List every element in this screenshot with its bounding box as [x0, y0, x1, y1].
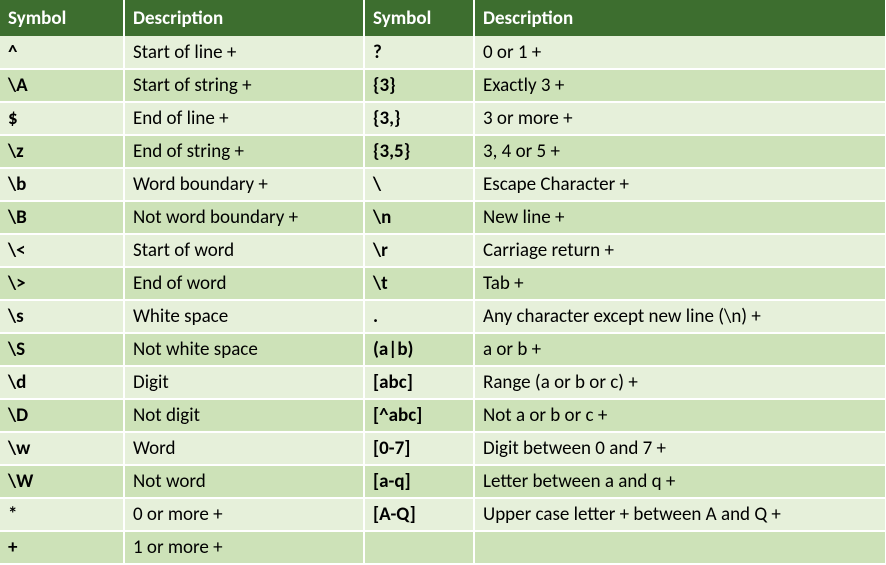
- symbol-cell: *: [0, 498, 124, 531]
- symbol-cell: \S: [0, 333, 124, 366]
- symbol-cell: \B: [0, 201, 124, 234]
- description-cell: Range (a or b or c) +: [474, 366, 886, 399]
- symbol-cell: \A: [0, 69, 124, 102]
- symbol-cell: {3,5}: [364, 135, 474, 168]
- symbol-cell: \D: [0, 399, 124, 432]
- table-row: \sWhite space.Any character except new l…: [0, 300, 886, 333]
- description-cell: Not word: [124, 465, 364, 498]
- description-cell: Start of line +: [124, 36, 364, 69]
- symbol-cell: {3}: [364, 69, 474, 102]
- description-cell: Not a or b or c +: [474, 399, 886, 432]
- symbol-cell: [364, 531, 474, 564]
- symbol-cell: \z: [0, 135, 124, 168]
- symbol-cell: {3,}: [364, 102, 474, 135]
- symbol-cell: [a-q]: [364, 465, 474, 498]
- table-row: \>End of word\tTab +: [0, 267, 886, 300]
- symbol-cell: \t: [364, 267, 474, 300]
- symbol-cell: \n: [364, 201, 474, 234]
- table-row: \zEnd of string +{3,5}3, 4 or 5 +: [0, 135, 886, 168]
- table-row: \AStart of string +{3}Exactly 3 +: [0, 69, 886, 102]
- description-cell: a or b +: [474, 333, 886, 366]
- table-row: *0 or more +[A-Q]Upper case letter + bet…: [0, 498, 886, 531]
- table-row: \WNot word[a-q]Letter between a and q +: [0, 465, 886, 498]
- description-cell: 0 or more +: [124, 498, 364, 531]
- table-row: +1 or more +: [0, 531, 886, 564]
- description-cell: Start of word: [124, 234, 364, 267]
- symbol-cell: +: [0, 531, 124, 564]
- symbol-cell: [A-Q]: [364, 498, 474, 531]
- description-cell: Not word boundary +: [124, 201, 364, 234]
- description-cell: Word boundary +: [124, 168, 364, 201]
- description-cell: Letter between a and q +: [474, 465, 886, 498]
- table-header-row: Symbol Description Symbol Description: [0, 0, 886, 36]
- table-body: ^Start of line +?0 or 1 +\AStart of stri…: [0, 36, 886, 564]
- symbol-cell: ^: [0, 36, 124, 69]
- description-cell: Digit: [124, 366, 364, 399]
- table-row: ^Start of line +?0 or 1 +: [0, 36, 886, 69]
- description-cell: End of line +: [124, 102, 364, 135]
- symbol-cell: .: [364, 300, 474, 333]
- table-row: $End of line +{3,}3 or more +: [0, 102, 886, 135]
- description-cell: Exactly 3 +: [474, 69, 886, 102]
- description-cell: End of word: [124, 267, 364, 300]
- description-cell: Any character except new line (\n) +: [474, 300, 886, 333]
- description-cell: Escape Character +: [474, 168, 886, 201]
- table-row: \wWord[0-7]Digit between 0 and 7 +: [0, 432, 886, 465]
- description-cell: Start of string +: [124, 69, 364, 102]
- description-cell: New line +: [474, 201, 886, 234]
- symbol-cell: [abc]: [364, 366, 474, 399]
- description-cell: 1 or more +: [124, 531, 364, 564]
- table-row: \bWord boundary +\Escape Character +: [0, 168, 886, 201]
- symbol-cell: \w: [0, 432, 124, 465]
- symbol-cell: (a|b): [364, 333, 474, 366]
- regex-reference-table: Symbol Description Symbol Description ^S…: [0, 0, 886, 565]
- symbol-cell: \b: [0, 168, 124, 201]
- table-row: \DNot digit[^abc]Not a or b or c +: [0, 399, 886, 432]
- description-cell: End of string +: [124, 135, 364, 168]
- table-row: \dDigit[abc]Range (a or b or c) +: [0, 366, 886, 399]
- symbol-cell: \: [364, 168, 474, 201]
- description-cell: White space: [124, 300, 364, 333]
- symbol-cell: \s: [0, 300, 124, 333]
- table-row: \SNot white space(a|b)a or b +: [0, 333, 886, 366]
- col-header-symbol-1: Symbol: [0, 0, 124, 36]
- symbol-cell: \>: [0, 267, 124, 300]
- symbol-cell: \d: [0, 366, 124, 399]
- description-cell: Tab +: [474, 267, 886, 300]
- description-cell: Upper case letter + between A and Q +: [474, 498, 886, 531]
- description-cell: Word: [124, 432, 364, 465]
- symbol-cell: [^abc]: [364, 399, 474, 432]
- col-header-symbol-2: Symbol: [364, 0, 474, 36]
- description-cell: Digit between 0 and 7 +: [474, 432, 886, 465]
- description-cell: [474, 531, 886, 564]
- symbol-cell: $: [0, 102, 124, 135]
- symbol-cell: \<: [0, 234, 124, 267]
- table-row: \BNot word boundary +\nNew line +: [0, 201, 886, 234]
- description-cell: 3 or more +: [474, 102, 886, 135]
- symbol-cell: \r: [364, 234, 474, 267]
- table-row: \<Start of word\rCarriage return +: [0, 234, 886, 267]
- symbol-cell: ?: [364, 36, 474, 69]
- description-cell: Carriage return +: [474, 234, 886, 267]
- col-header-description-1: Description: [124, 0, 364, 36]
- symbol-cell: [0-7]: [364, 432, 474, 465]
- description-cell: 3, 4 or 5 +: [474, 135, 886, 168]
- symbol-cell: \W: [0, 465, 124, 498]
- description-cell: 0 or 1 +: [474, 36, 886, 69]
- col-header-description-2: Description: [474, 0, 886, 36]
- description-cell: Not digit: [124, 399, 364, 432]
- description-cell: Not white space: [124, 333, 364, 366]
